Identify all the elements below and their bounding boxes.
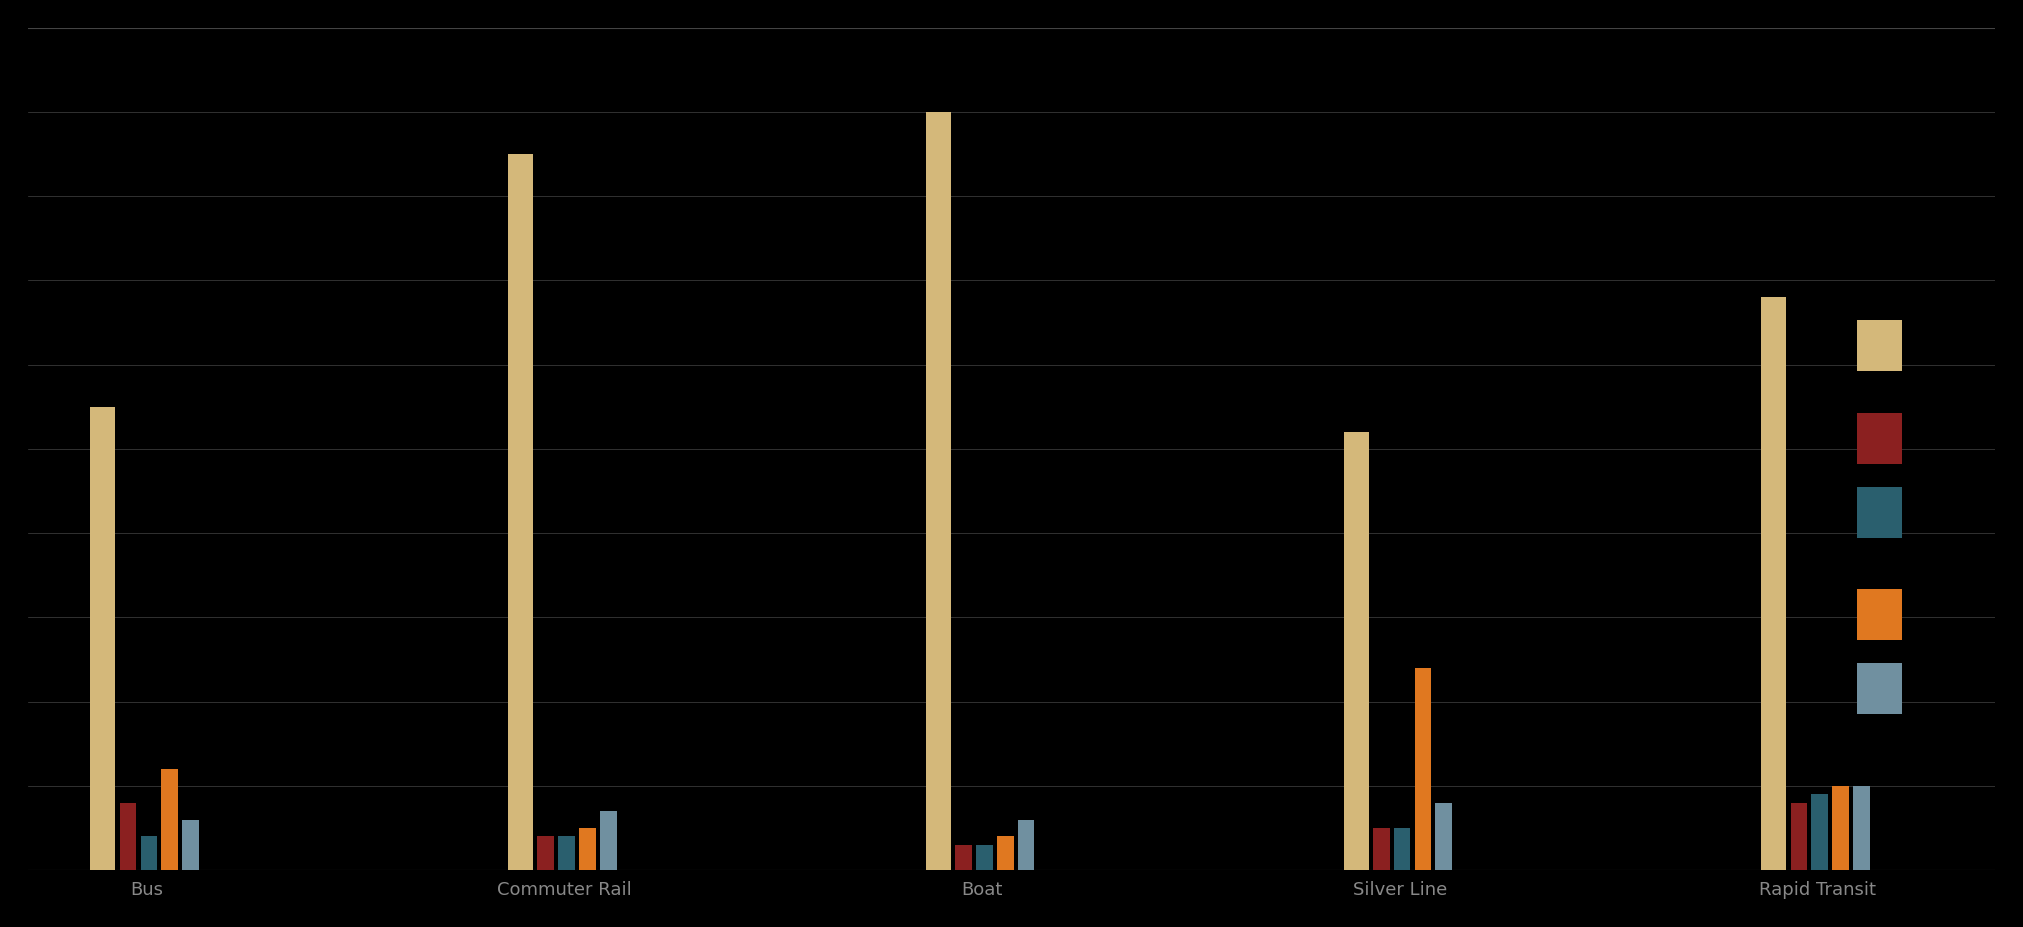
Bar [1833, 786, 1849, 870]
Bar [927, 112, 951, 870]
Bar [140, 836, 158, 870]
Bar [508, 154, 534, 870]
Bar [1811, 794, 1829, 870]
Bar [1436, 803, 1453, 870]
Bar [1853, 786, 1869, 870]
Bar [579, 828, 597, 870]
Bar [182, 819, 198, 870]
Bar [1374, 828, 1390, 870]
Bar [162, 769, 178, 870]
Bar [975, 844, 993, 870]
Bar [955, 844, 971, 870]
Bar [91, 407, 115, 870]
Bar [119, 803, 136, 870]
Bar [1414, 668, 1432, 870]
Bar [1343, 432, 1370, 870]
Bar [997, 836, 1014, 870]
Bar [558, 836, 575, 870]
Bar [601, 811, 617, 870]
Bar [538, 836, 554, 870]
Bar [1762, 298, 1786, 870]
Bar [1790, 803, 1807, 870]
Bar [1394, 828, 1410, 870]
Bar [1018, 819, 1034, 870]
